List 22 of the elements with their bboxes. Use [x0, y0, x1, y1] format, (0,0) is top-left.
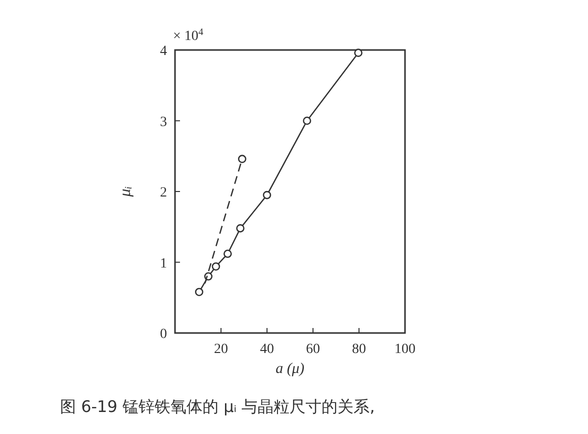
text: × 10$^{4}$: [173, 26, 204, 44]
point: [302, 116, 312, 125]
x-tick-label: 60: [306, 342, 320, 357]
point: [354, 48, 362, 57]
point: [195, 288, 204, 296]
x-axis-title: a (μ): [276, 361, 304, 377]
caption: 图 6-19 锰锌铁氧体的 μᵢ 与晶粒尺寸的关系,: [60, 397, 375, 416]
x-tick-label: 40: [260, 342, 274, 357]
y-tick-label: 4: [160, 44, 167, 59]
x-tick-label: 20: [214, 342, 228, 357]
y-tick-label: 2: [160, 186, 167, 200]
point: [238, 154, 246, 164]
y-tick-label: 3: [160, 114, 167, 130]
y-axis-title: μᵢ: [117, 186, 134, 198]
x-tick-label: 100: [394, 342, 416, 357]
y-tick-label: 1: [160, 256, 167, 272]
x-tick-label: 80: [352, 342, 366, 357]
y-tick-label: 0: [160, 327, 167, 342]
point: [262, 190, 272, 200]
point: [212, 262, 220, 271]
point: [236, 224, 244, 232]
point: [224, 250, 232, 258]
